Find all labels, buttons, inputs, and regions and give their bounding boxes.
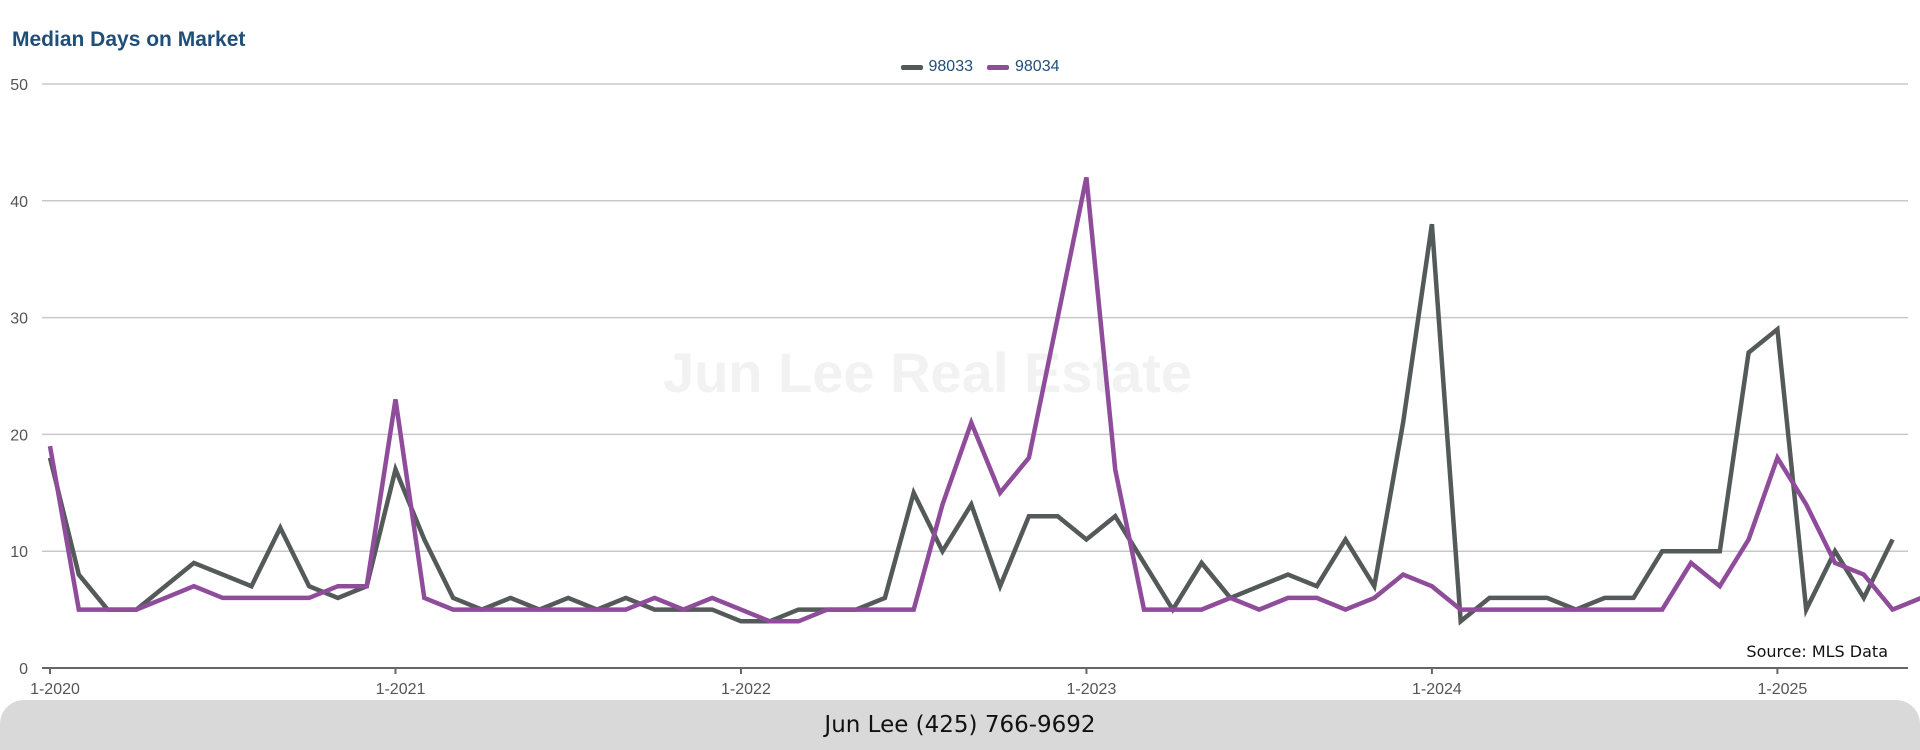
footer-contact: Jun Lee (425) 766-9692 [824, 712, 1096, 738]
legend-item-98033[interactable]: 98033 [900, 58, 974, 76]
x-tick-label-1-2021: 1-2021 [376, 681, 426, 698]
x-tick-label-1-2025: 1-2025 [1757, 681, 1807, 698]
x-tick-label-1-2023: 1-2023 [1067, 681, 1117, 698]
y-tick-label-10: 10 [10, 544, 28, 561]
legend-label-98033: 98033 [928, 58, 974, 75]
series-line-98034 [47, 176, 1920, 624]
source-note: Source: MLS Data [1746, 642, 1888, 661]
legend-swatch-98034 [987, 64, 1009, 70]
y-tick-label-0: 0 [19, 661, 28, 678]
series-line-98033 [47, 223, 1895, 626]
legend-swatch-98033 [900, 64, 923, 70]
legend-label-98034: 98034 [1015, 58, 1060, 75]
chart-title: Median Days on Market [12, 28, 246, 51]
y-tick-label-30: 30 [10, 311, 28, 328]
legend-item-98034[interactable]: 98034 [987, 58, 1060, 76]
y-tick-label-40: 40 [10, 194, 28, 211]
x-tick-label-1-2024: 1-2024 [1412, 681, 1462, 698]
legend: 98033 98034 [0, 58, 1920, 76]
y-tick-label-50: 50 [10, 77, 28, 94]
line-chart: 0 10 20 30 40 50 1-2020 1-2021 1-2022 1-2023 1-202… [10, 77, 1920, 698]
x-tick-label-1-2022: 1-2022 [721, 681, 771, 698]
x-tick-label-1-2020: 1-2020 [30, 681, 80, 698]
footer-bar: Jun Lee (425) 766-9692 [0, 700, 1920, 750]
y-tick-label-20: 20 [10, 427, 28, 444]
